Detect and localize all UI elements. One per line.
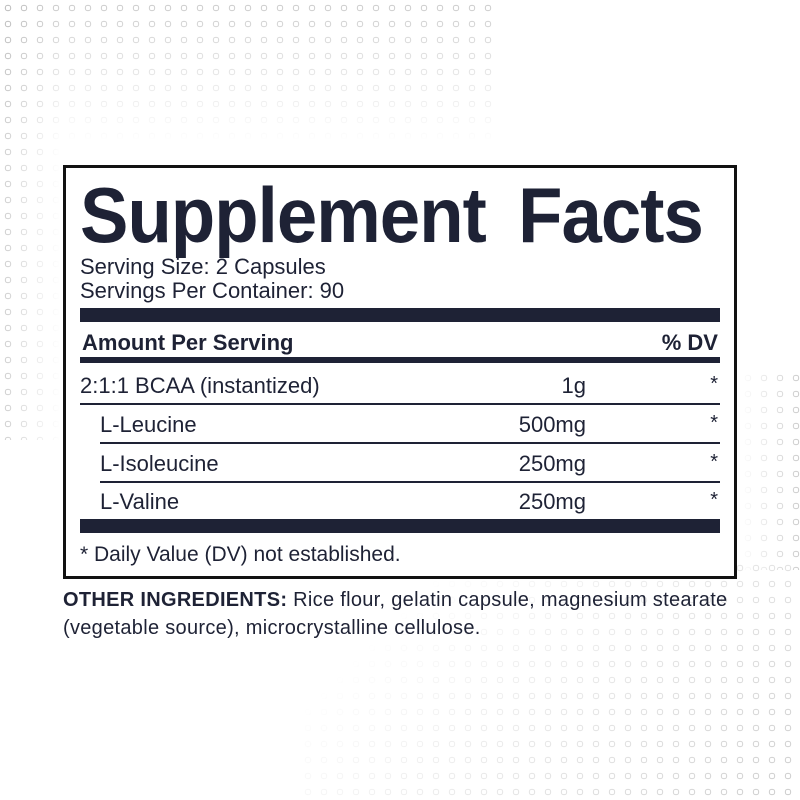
servings-per-container: Servings Per Container: 90 <box>80 278 345 303</box>
divider-bar <box>80 519 720 533</box>
panel-title: Supplement Facts <box>80 171 704 259</box>
ingredient-amount: 500mg <box>518 412 586 437</box>
dv-header: % DV <box>661 330 718 355</box>
supplement-facts-panel: Supplement Facts Serving Size: 2 Capsule… <box>63 165 737 579</box>
row-divider <box>100 481 720 483</box>
ingredient-name: 2:1:1 BCAA (instantized) <box>80 373 320 398</box>
ingredient-dv: * <box>710 412 718 434</box>
other-ingredients: OTHER INGREDIENTS: Rice flour, gelatin c… <box>63 586 763 642</box>
ingredient-amount: 250mg <box>518 489 586 514</box>
row-divider <box>80 403 720 405</box>
ingredient-dv: * <box>710 489 718 511</box>
serving-size: Serving Size: 2 Capsules <box>80 254 326 279</box>
dot-pattern-background <box>0 0 500 160</box>
row-divider <box>100 442 720 444</box>
divider-bar <box>80 357 720 363</box>
ingredient-name: L-Isoleucine <box>100 451 219 476</box>
dot-pattern-background <box>0 0 60 440</box>
ingredient-name: L-Leucine <box>100 412 197 437</box>
divider-bar <box>80 308 720 322</box>
other-ingredients-text: Rice flour, gelatin capsule, magnesium s… <box>63 589 728 639</box>
amount-per-serving-header: Amount Per Serving <box>82 330 294 355</box>
dot-pattern-background <box>740 370 800 570</box>
footnote: * Daily Value (DV) not established. <box>80 543 401 566</box>
dot-pattern-background <box>300 560 800 800</box>
ingredient-dv: * <box>710 373 718 395</box>
ingredient-dv: * <box>710 451 718 473</box>
ingredient-name: L-Valine <box>100 489 180 514</box>
other-ingredients-heading: OTHER INGREDIENTS: <box>63 589 288 611</box>
ingredient-amount: 1g <box>561 373 586 398</box>
ingredient-amount: 250mg <box>518 451 586 476</box>
